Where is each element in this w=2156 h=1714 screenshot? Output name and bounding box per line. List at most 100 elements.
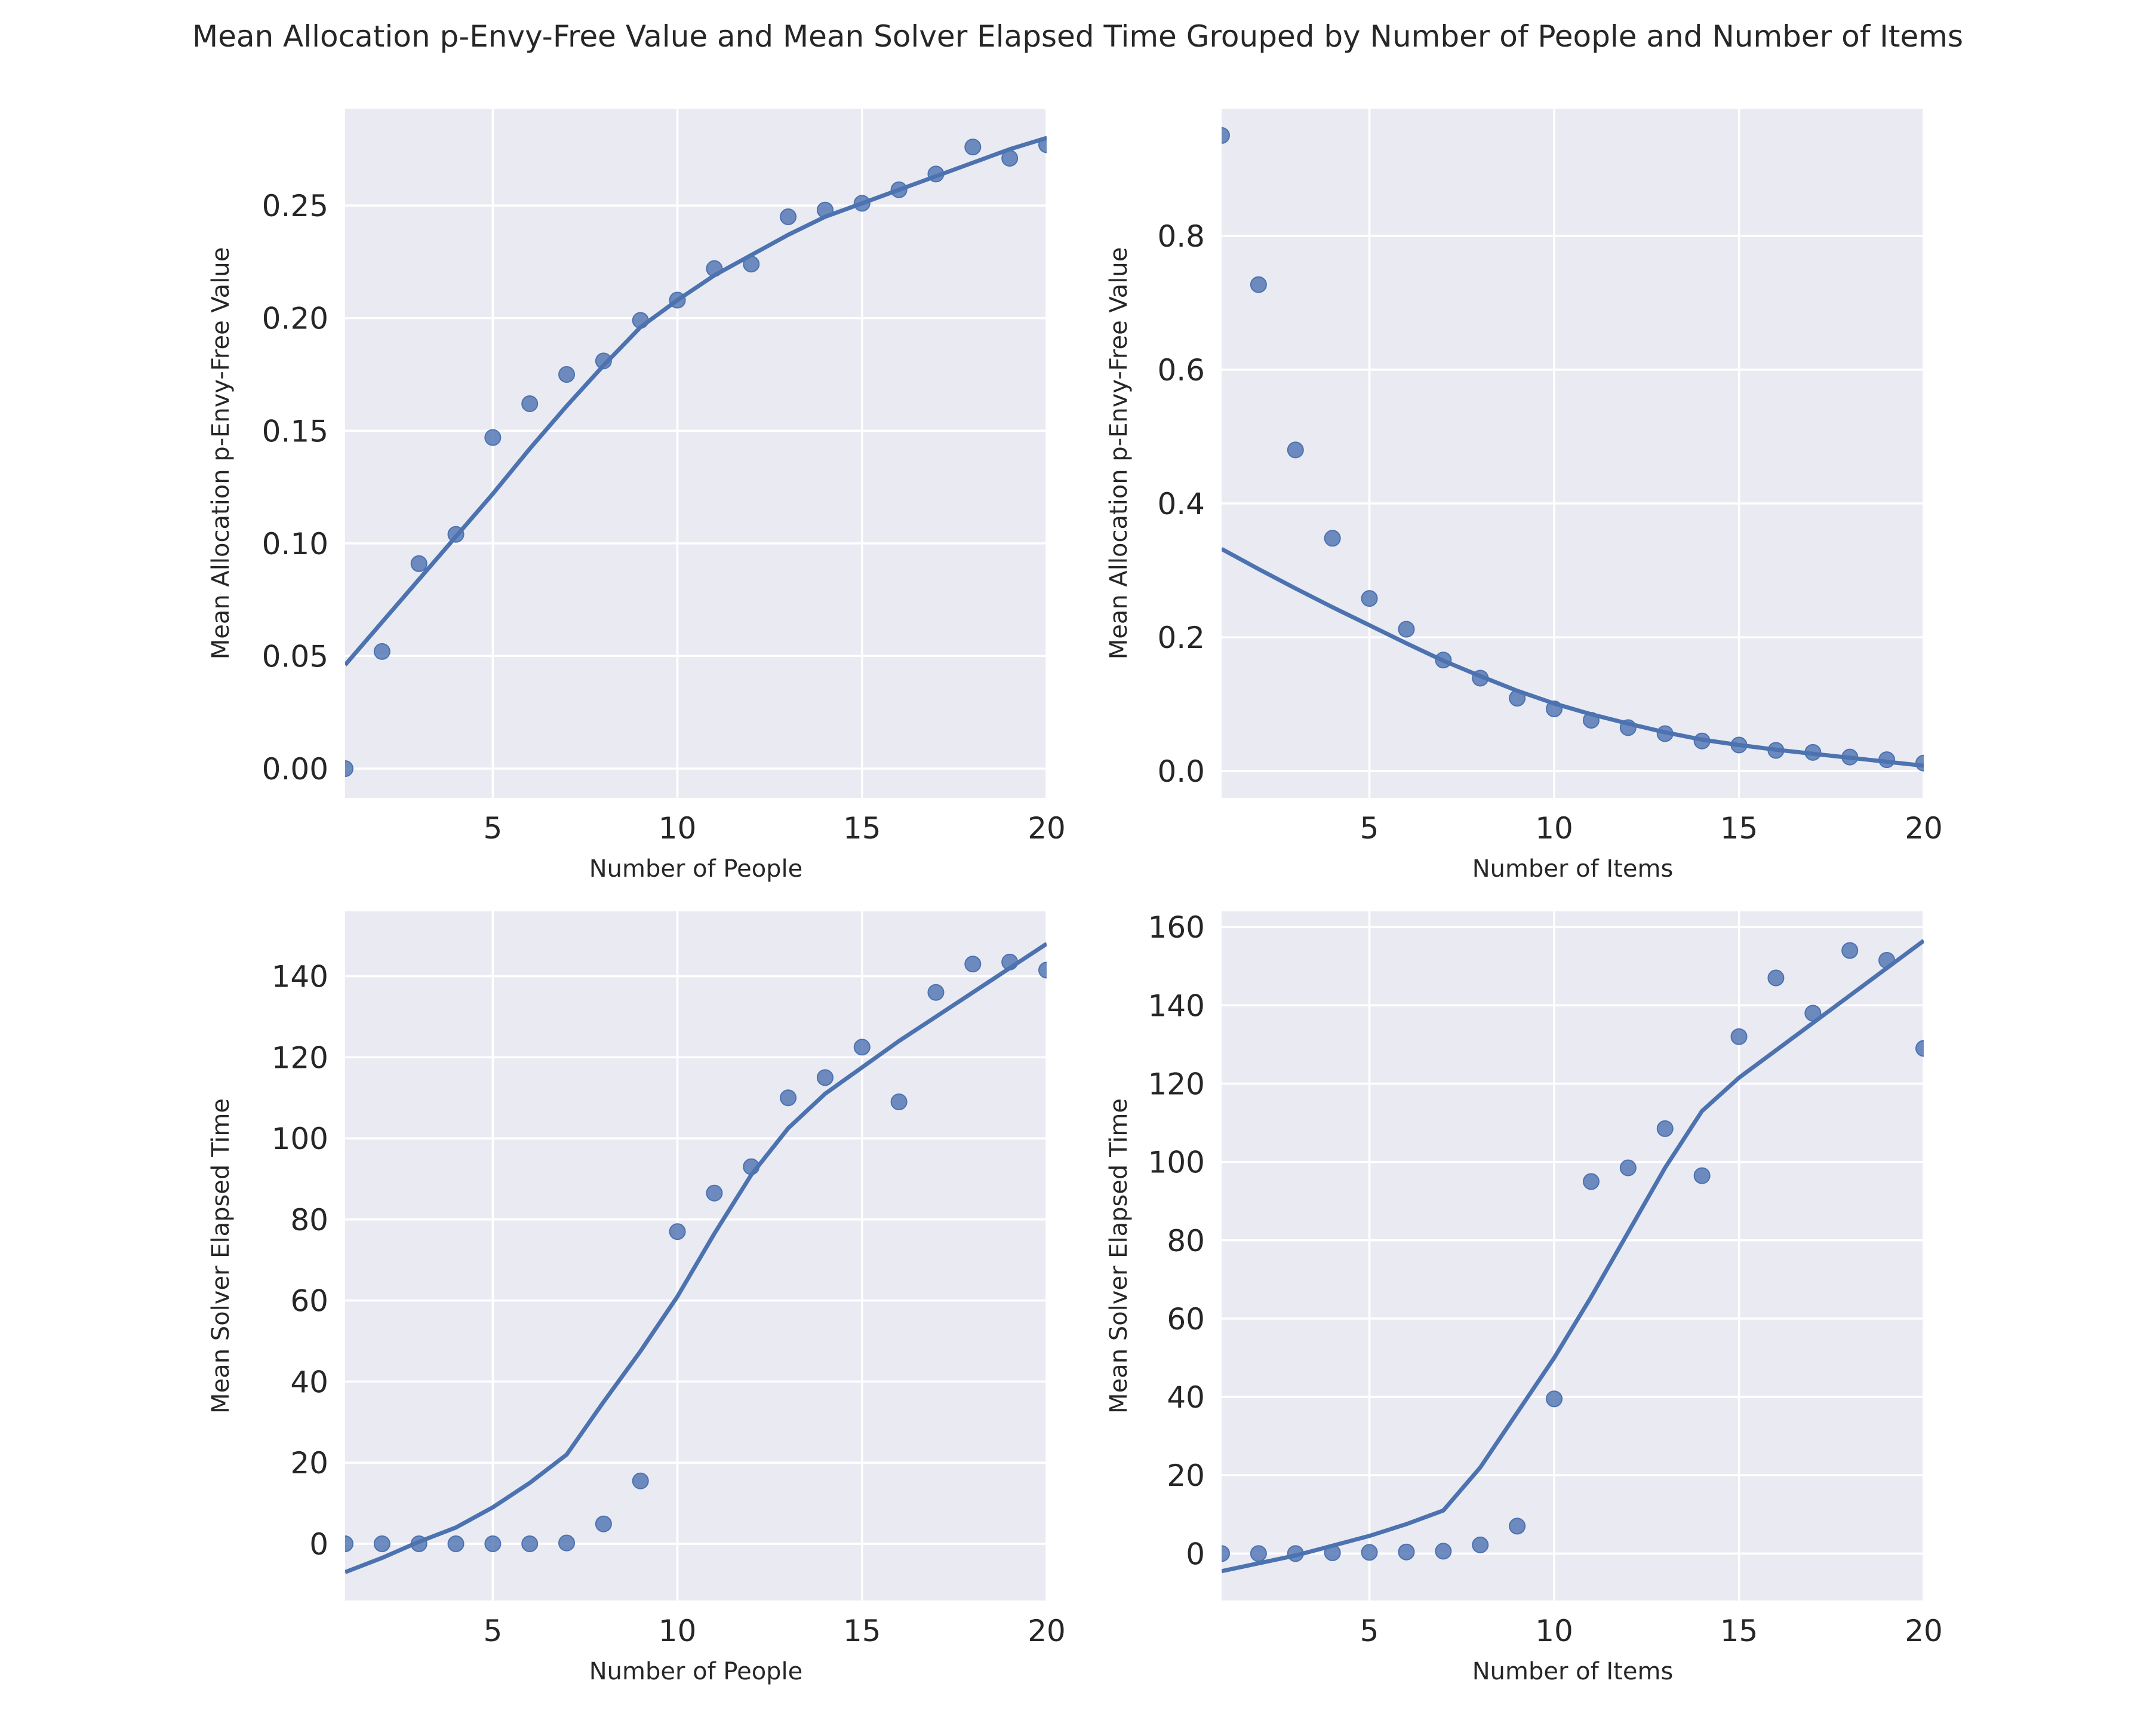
y-tick-label: 120 [272, 1040, 328, 1075]
y-tick-label: 140 [1148, 988, 1205, 1023]
x-tick-label: 5 [483, 811, 502, 846]
data-point [1509, 1518, 1526, 1535]
y-tick-label: 40 [1167, 1380, 1205, 1415]
chart-items-time: 5 10 15 20 0 20 40 60 80 100 120 140 160 Number of It… [1105, 910, 1943, 1685]
y-tick-label: 60 [1167, 1302, 1205, 1337]
data-point [743, 256, 760, 273]
y-tick-label: 20 [1167, 1458, 1205, 1493]
data-point [521, 395, 539, 413]
x-axis-label: Number of Items [1472, 855, 1674, 883]
data-point [447, 1535, 465, 1552]
data-point [853, 195, 871, 212]
chart-items-envy: 5 10 15 20 0.0 0.2 0.4 0.6 0.8 Number of Items Mea… [1105, 109, 1943, 883]
data-point [1509, 690, 1526, 707]
data-point [1398, 621, 1415, 638]
data-point [1804, 1005, 1822, 1022]
data-point [1730, 736, 1748, 754]
data-point [1878, 751, 1896, 769]
data-point [1287, 441, 1304, 459]
data-point [706, 1184, 723, 1202]
x-tick-label: 20 [1905, 811, 1943, 846]
data-point [1435, 1543, 1452, 1560]
data-point [632, 312, 649, 329]
y-axis-label: Mean Allocation p-Envy-Free Value [207, 247, 235, 660]
data-point [1361, 590, 1378, 607]
x-tick-label: 10 [1535, 811, 1573, 846]
y-tick-label: 0.25 [262, 189, 328, 223]
y-tick-label: 0 [309, 1527, 328, 1562]
y-axis-label: Mean Solver Elapsed Time [207, 1098, 235, 1414]
data-point [410, 555, 427, 572]
data-point [1546, 700, 1563, 717]
data-point [521, 1535, 539, 1552]
plot-area [1222, 109, 1924, 798]
data-point [780, 1089, 797, 1107]
data-point [558, 366, 576, 383]
x-tick-label: 15 [843, 1614, 881, 1648]
data-point [816, 1069, 834, 1086]
data-point [1582, 1173, 1600, 1190]
y-tick-label: 100 [1148, 1145, 1205, 1180]
data-point [484, 1535, 502, 1552]
x-tick-label: 20 [1028, 1614, 1066, 1648]
data-point [345, 760, 353, 777]
y-tick-label: 0.2 [1157, 621, 1205, 655]
data-layer [1222, 127, 1924, 772]
y-tick-label: 0.00 [262, 752, 328, 787]
data-point [1804, 744, 1822, 761]
x-axis-label: Number of People [589, 855, 803, 883]
data-point [1878, 951, 1896, 969]
figure-title: Mean Allocation p-Envy-Free Value and Me… [192, 19, 1963, 54]
y-tick-label: 0.0 [1157, 754, 1205, 789]
y-tick-label: 0.6 [1157, 353, 1205, 388]
y-tick-label: 140 [272, 960, 328, 994]
y-tick-label: 80 [290, 1203, 328, 1237]
data-point [1693, 1167, 1711, 1184]
data-point [1619, 719, 1637, 736]
y-tick-label: 0.10 [262, 527, 328, 561]
data-point [1250, 276, 1267, 293]
x-axis-label: Number of Items [1472, 1658, 1674, 1685]
plot-area [345, 911, 1047, 1601]
data-point [927, 165, 945, 183]
x-tick-label: 5 [1360, 811, 1379, 846]
y-tick-label: 0.05 [262, 639, 328, 674]
data-point [632, 1472, 649, 1489]
x-tick-label: 20 [1905, 1614, 1943, 1648]
data-point [1841, 748, 1859, 766]
chart-people-time: 5 10 15 20 0 20 40 60 80 100 120 140 Number of Peopl… [207, 911, 1066, 1685]
data-point [816, 201, 834, 219]
x-tick-label: 5 [483, 1614, 502, 1648]
y-axis-label: Mean Solver Elapsed Time [1105, 1098, 1133, 1414]
data-layer [345, 942, 1047, 1574]
data-point [964, 956, 982, 973]
y-tick-label: 0 [1186, 1537, 1205, 1571]
data-point [1435, 652, 1452, 669]
data-point [1693, 732, 1711, 750]
data-point [780, 208, 797, 226]
y-tick-label: 20 [290, 1446, 328, 1480]
data-point [1915, 1040, 1924, 1057]
data-point [1001, 149, 1019, 167]
y-tick-label: 40 [290, 1365, 328, 1399]
fit-line [345, 942, 1047, 1574]
data-point [890, 181, 908, 198]
y-tick-label: 0.4 [1157, 487, 1205, 521]
x-tick-label: 15 [1720, 811, 1758, 846]
data-point [1767, 969, 1785, 987]
x-tick-label: 10 [1535, 1614, 1573, 1648]
data-point [743, 1158, 760, 1175]
data-point [345, 1535, 353, 1552]
data-point [595, 1515, 612, 1532]
x-tick-label: 15 [843, 811, 881, 846]
data-point [595, 352, 612, 370]
data-point [447, 526, 465, 543]
data-point [1250, 1545, 1267, 1562]
y-tick-label: 0.8 [1157, 219, 1205, 254]
y-tick-label: 100 [272, 1122, 328, 1156]
x-tick-label: 20 [1028, 811, 1066, 846]
x-tick-label: 15 [1720, 1614, 1758, 1648]
y-tick-label: 80 [1167, 1224, 1205, 1258]
data-point [1767, 742, 1785, 759]
